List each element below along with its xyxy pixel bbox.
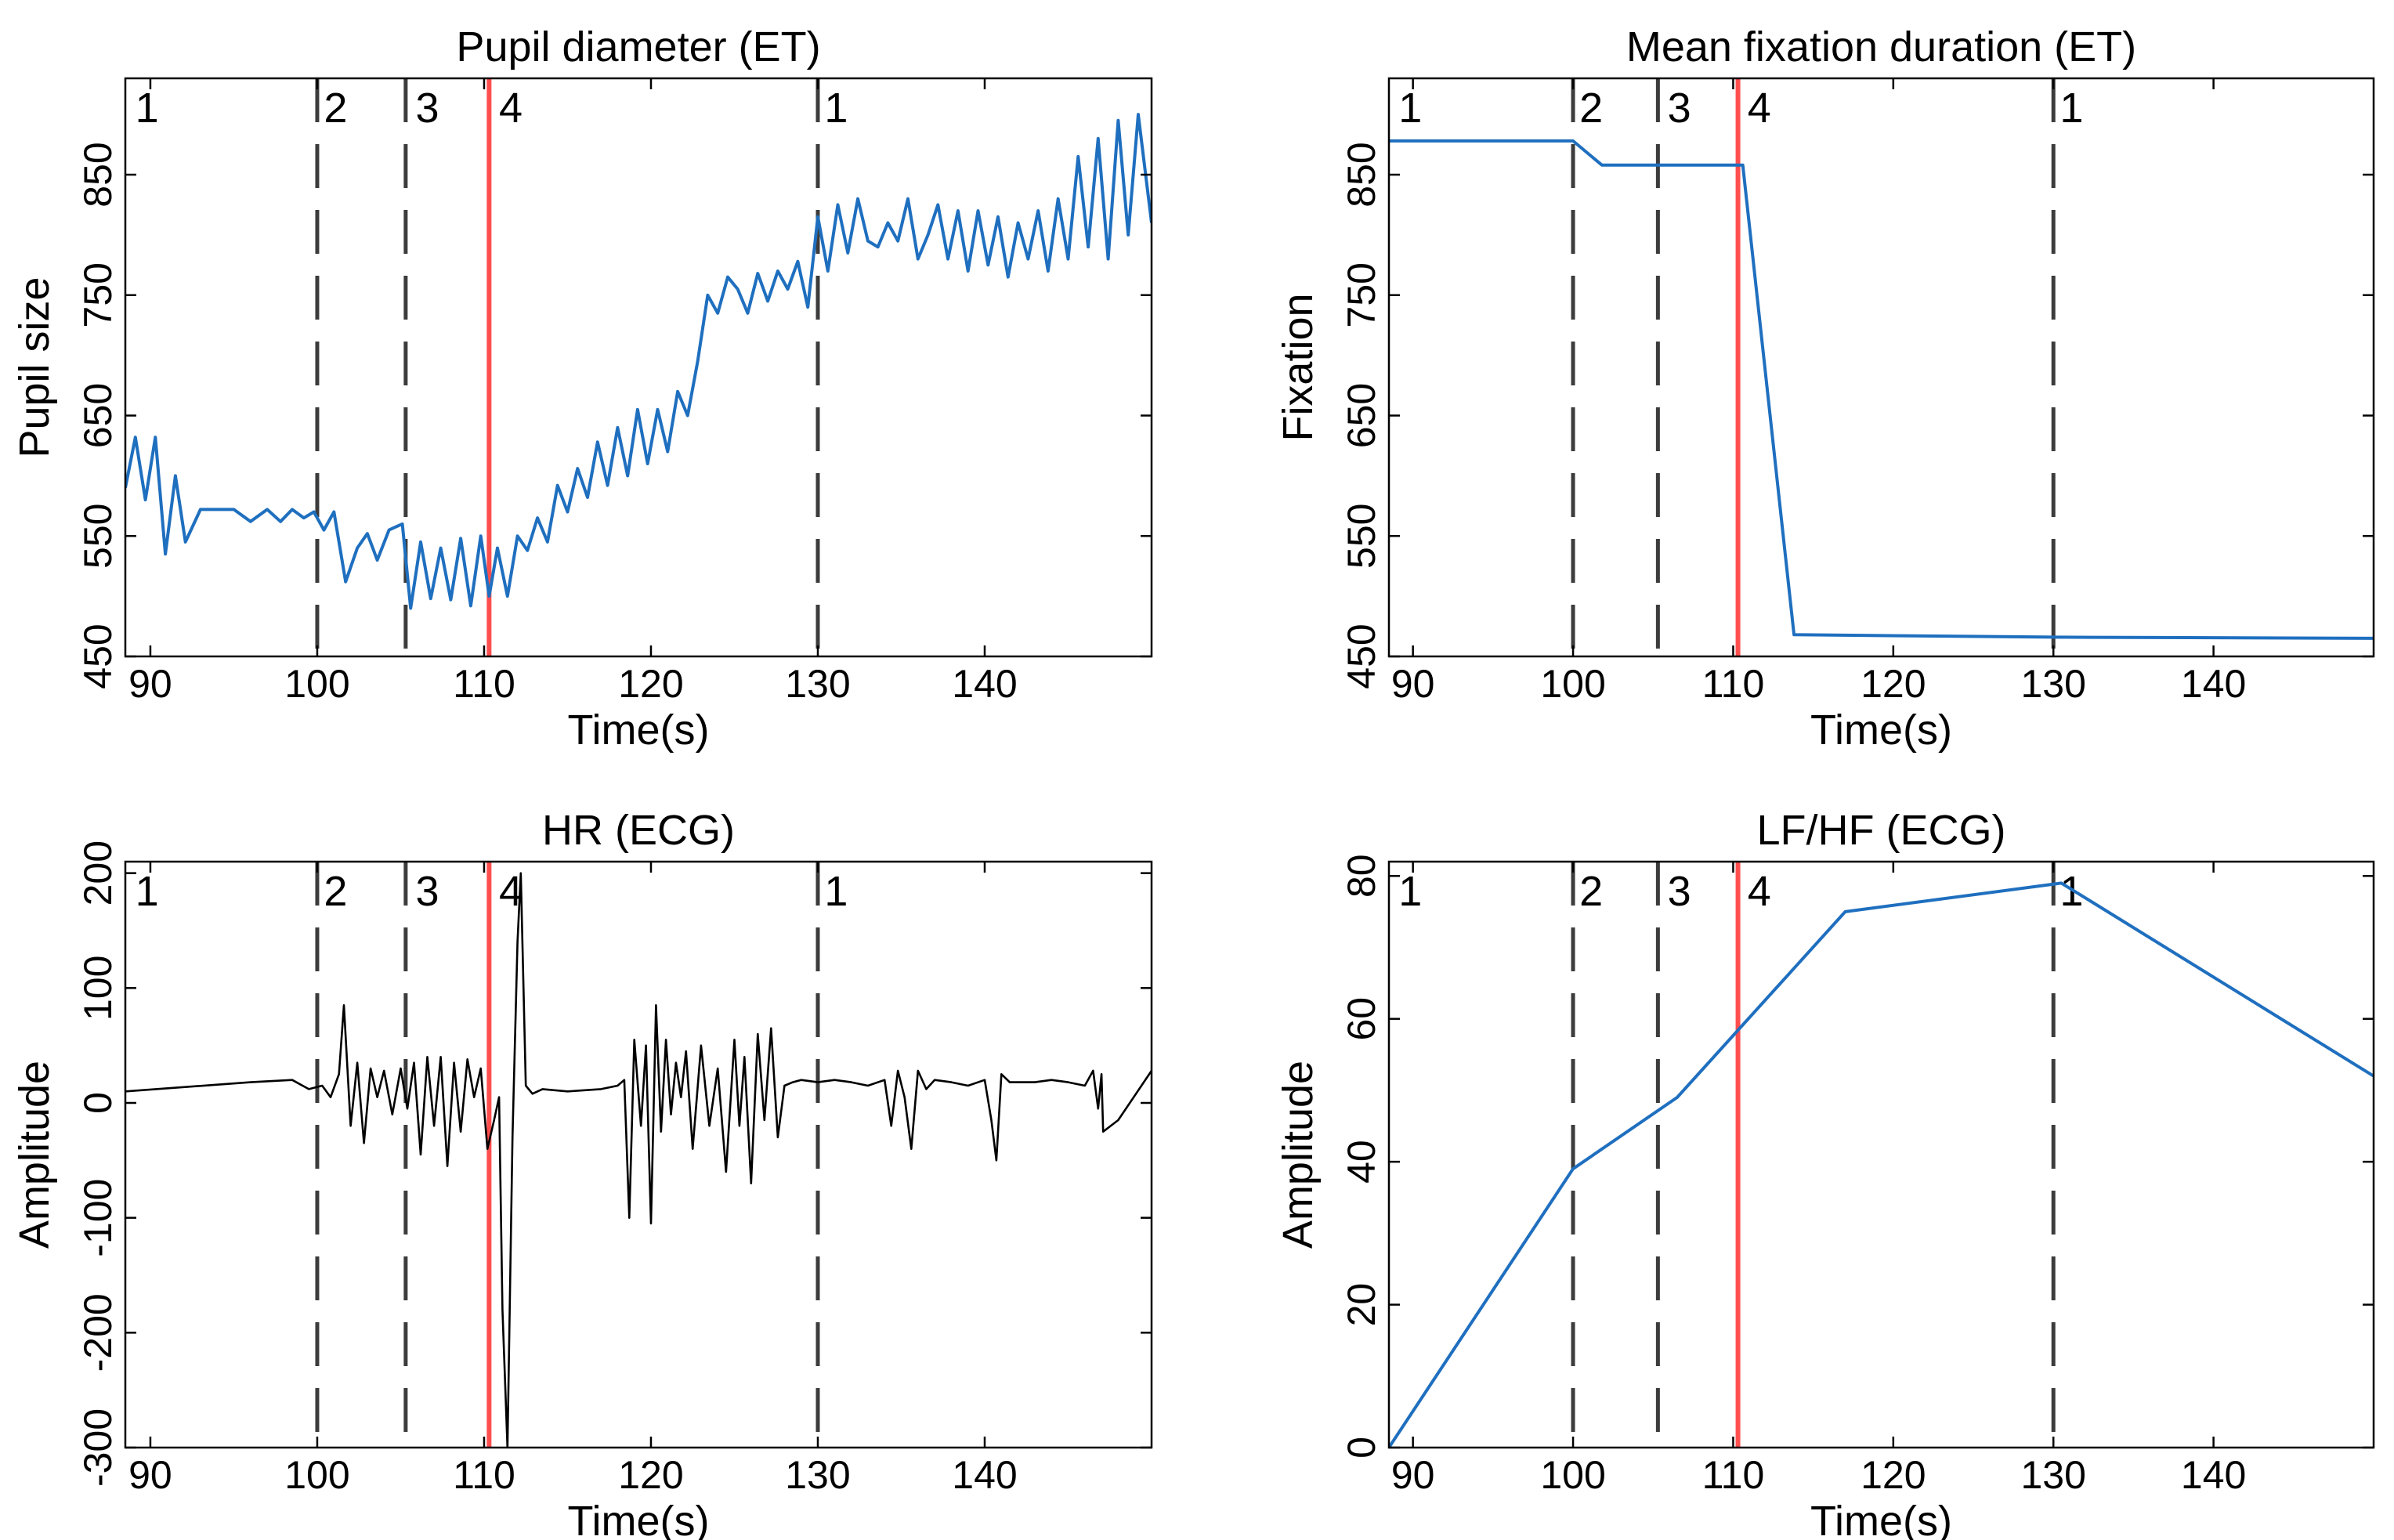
y-tick-label: 0 [76,1092,120,1114]
y-tick-label: 450 [76,624,120,689]
panel-hr-ecg: HR (ECG) Time(s) Amplitude 1 2 3 4 190 100 110… [11,807,1153,1540]
phase-label: 2 [1579,868,1603,915]
phase-label: 1 [2059,868,2083,915]
y-tick-label: 60 [1340,997,1383,1041]
x-tick-label: 110 [453,662,515,706]
y-tick-label: 850 [1340,142,1383,207]
panel-title: Mean fixation duration (ET) [1626,23,2136,70]
plot-frame [1387,77,2375,658]
x-tick-label: 100 [1540,662,1605,706]
x-tick-label: 110 [453,1453,515,1497]
x-tick-label: 90 [1391,662,1435,706]
plot-frame [1387,860,2375,1449]
y-axis-label: Amplitude [11,1061,58,1249]
x-tick-label: 140 [2181,1453,2246,1497]
panel-lfhf-ecg: LF/HF (ECG) Time(s) Amplitude 1 2 3 4 1 90 100… [1275,807,2375,1540]
y-tick-label: 40 [1340,1140,1383,1184]
x-tick-label: 110 [1702,1453,1765,1497]
phase-label: 1 [2059,85,2083,132]
x-tick-label: 130 [2021,662,2086,706]
series-line-fixation [1389,139,2374,640]
phase-label: 4 [1748,85,1771,132]
x-tick-label: 90 [128,662,172,706]
y-axis-label: Pupil size [11,277,58,457]
y-tick-label: 100 [76,956,120,1021]
x-tick-label: 130 [785,662,850,706]
phase-label: 1 [824,85,848,132]
x-tick-label: 100 [284,1453,349,1497]
phase-label: 4 [1748,868,1771,915]
panel-title: LF/HF (ECG) [1757,807,2006,854]
y-tick-label: 650 [76,383,120,448]
y-tick-label: -200 [76,1293,120,1372]
y-tick-label: 550 [1340,504,1383,569]
y-tick-label: 200 [76,840,120,906]
x-tick-label: 90 [1391,1453,1435,1497]
y-tick-label: 750 [1340,262,1383,327]
y-tick-label: 450 [1340,624,1383,689]
phase-label: 4 [499,85,523,132]
plot-frame [124,77,1153,658]
panel-mean-fixation: Mean fixation duration (ET) Time(s) Fixa… [1275,23,2375,754]
x-tick-label: 120 [618,1453,683,1497]
y-tick-label: 80 [1340,854,1383,898]
phase-label: 3 [1668,85,1691,132]
panel-title: HR (ECG) [542,807,735,854]
x-tick-label: 130 [2021,1453,2086,1497]
phase-label: 2 [324,85,347,132]
plot-frame [124,860,1153,1449]
y-tick-label: -300 [76,1408,120,1487]
y-tick-label: 0 [1340,1437,1383,1459]
x-tick-label: 120 [1861,1453,1926,1497]
x-tick-label: 140 [952,1453,1017,1497]
phase-label: 1 [824,868,848,915]
phase-label: 1 [136,85,159,132]
x-tick-label: 100 [284,662,349,706]
y-tick-label: 750 [76,262,120,327]
y-tick-label: 550 [76,504,120,569]
phase-label: 2 [1579,85,1603,132]
x-axis-label: Time(s) [568,1498,710,1540]
panel-pupil-diameter: Pupil diameter (ET) Time(s) Pupil size 1… [11,23,1153,754]
y-tick-label: 650 [1340,383,1383,448]
y-axis-label: Fixation [1275,293,1322,441]
x-tick-label: 140 [952,662,1017,706]
x-tick-label: 120 [1861,662,1926,706]
y-tick-label: 20 [1340,1283,1383,1327]
y-tick-label: 850 [76,142,120,207]
x-tick-label: 120 [618,662,683,706]
x-tick-label: 130 [785,1453,850,1497]
phase-label: 2 [324,868,347,915]
series-line-hr [125,872,1152,1448]
panel-title: Pupil diameter (ET) [456,23,820,70]
x-tick-label: 100 [1540,1453,1605,1497]
phase-label: 1 [1398,868,1422,915]
y-tick-label: -100 [76,1179,120,1257]
series-line-pupil [125,113,1152,610]
phase-label: 1 [136,868,159,915]
phase-label: 1 [1398,85,1422,132]
x-axis-label: Time(s) [1810,1498,1952,1540]
series-line-lfhf [1389,881,2374,1448]
phase-label: 3 [416,85,439,132]
x-tick-label: 90 [128,1453,172,1497]
y-axis-label: Amplitude [1275,1061,1322,1249]
x-tick-label: 140 [2181,662,2246,706]
x-tick-label: 110 [1702,662,1765,706]
x-axis-label: Time(s) [568,707,710,754]
phase-label: 3 [1668,868,1691,915]
x-axis-label: Time(s) [1810,707,1952,754]
phase-label: 3 [416,868,439,915]
